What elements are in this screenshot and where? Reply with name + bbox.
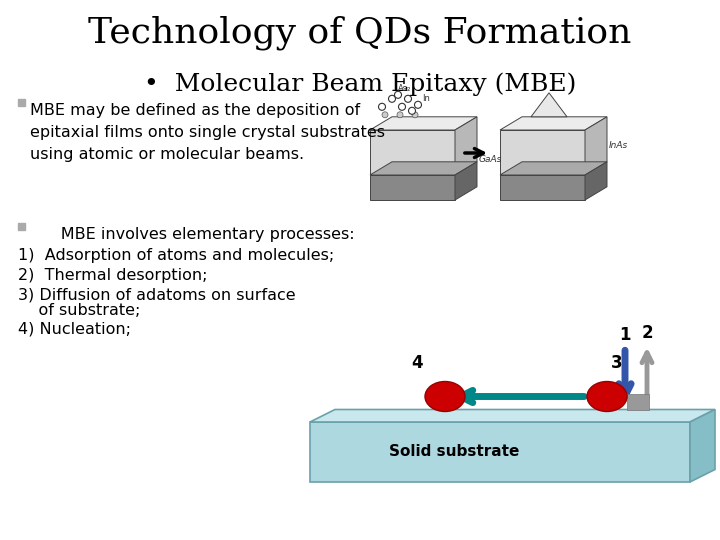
- Text: In: In: [422, 94, 430, 103]
- Polygon shape: [500, 162, 607, 175]
- Polygon shape: [370, 117, 477, 130]
- Text: As₂: As₂: [398, 84, 411, 93]
- Text: 2: 2: [642, 323, 653, 341]
- Text: 4) Nucleation;: 4) Nucleation;: [18, 322, 131, 337]
- Text: of substrate;: of substrate;: [18, 303, 140, 318]
- Ellipse shape: [587, 381, 627, 411]
- Text: •  Molecular Beam Epitaxy (MBE): • Molecular Beam Epitaxy (MBE): [144, 72, 576, 96]
- Text: 2)  Thermal desorption;: 2) Thermal desorption;: [18, 268, 207, 283]
- Polygon shape: [310, 409, 715, 422]
- Polygon shape: [310, 422, 690, 482]
- Bar: [18, 223, 25, 230]
- Polygon shape: [585, 162, 607, 200]
- Circle shape: [412, 112, 418, 118]
- Ellipse shape: [425, 381, 465, 411]
- Polygon shape: [585, 117, 607, 175]
- Polygon shape: [455, 117, 477, 175]
- Circle shape: [379, 103, 385, 110]
- Text: Solid substrate: Solid substrate: [390, 444, 520, 460]
- Polygon shape: [370, 175, 455, 200]
- Polygon shape: [500, 175, 585, 200]
- Circle shape: [415, 102, 421, 109]
- Text: 1: 1: [619, 326, 631, 343]
- Circle shape: [397, 112, 403, 118]
- Polygon shape: [370, 162, 477, 175]
- Bar: [627, 394, 649, 409]
- Circle shape: [405, 95, 412, 102]
- Polygon shape: [500, 117, 607, 130]
- Polygon shape: [455, 162, 477, 200]
- Polygon shape: [370, 130, 455, 175]
- Text: 1)  Adsorption of atoms and molecules;: 1) Adsorption of atoms and molecules;: [18, 248, 334, 263]
- Text: Technology of QDs Formation: Technology of QDs Formation: [89, 15, 631, 50]
- Polygon shape: [531, 93, 567, 117]
- Bar: [18, 99, 25, 106]
- Circle shape: [395, 91, 402, 98]
- Text: GaAs: GaAs: [479, 156, 503, 165]
- Text: 3) Diffusion of adatoms on surface: 3) Diffusion of adatoms on surface: [18, 288, 296, 303]
- Text: 3: 3: [611, 354, 623, 373]
- Text: 4: 4: [411, 354, 423, 373]
- Circle shape: [382, 112, 388, 118]
- Text: MBE may be defined as the deposition of
epitaxial films onto single crystal subs: MBE may be defined as the deposition of …: [30, 103, 385, 163]
- Text: InAs: InAs: [609, 140, 629, 150]
- Polygon shape: [500, 130, 585, 175]
- Circle shape: [398, 103, 405, 110]
- Circle shape: [408, 107, 415, 114]
- Circle shape: [389, 95, 395, 102]
- Polygon shape: [690, 409, 715, 482]
- Text: MBE involves elementary processes:: MBE involves elementary processes:: [30, 227, 355, 242]
